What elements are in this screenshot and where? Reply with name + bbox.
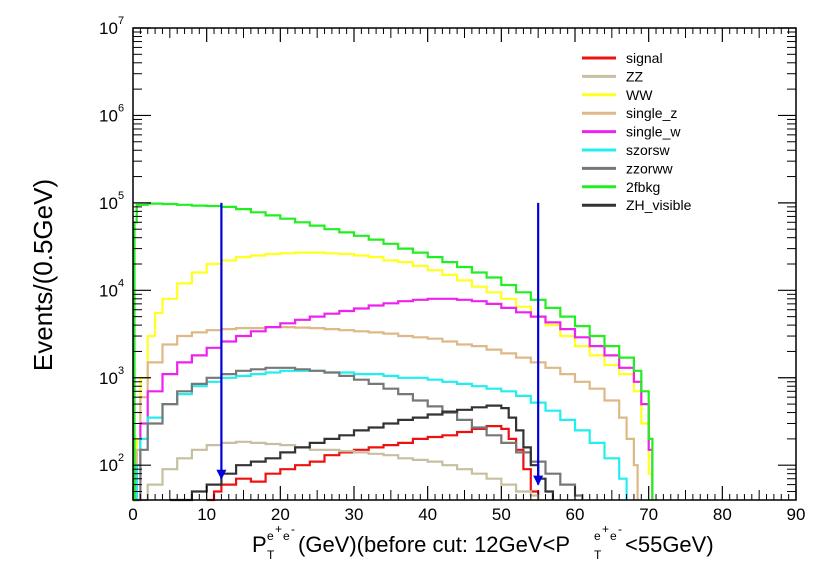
cut-arrow-head-2 (533, 475, 544, 486)
x-label-p2: (GeV)(before cut: 12GeV<P (298, 532, 570, 557)
x-tick-label: 50 (492, 505, 511, 524)
x-tick-label: 90 (787, 505, 806, 524)
legend-label: szorsw (626, 142, 670, 158)
x-label-sup-4: - (291, 522, 295, 536)
y-tick-label-exp: 6 (118, 102, 124, 114)
cut-arrow-head-1 (216, 469, 227, 480)
series-2fbkg (133, 202, 654, 502)
legend-label: single_w (626, 124, 681, 140)
x-label-p1: P (252, 532, 267, 557)
y-tick-label-exp: 2 (118, 452, 124, 464)
series-single-w (133, 297, 654, 502)
x-tick-label: 80 (713, 505, 732, 524)
x-tick-label: 10 (197, 505, 216, 524)
y-axis-label: Events/(0.5GeV) (28, 179, 58, 371)
y-tick-label-base: 10 (99, 369, 118, 388)
y-tick-label-exp: 4 (118, 277, 124, 289)
x-label-sup-2: + (275, 522, 282, 536)
legend-label: ZZ (626, 68, 644, 84)
legend-label: ZH_visible (626, 197, 692, 213)
x-label-p3: <55GeV) (625, 532, 714, 557)
x-tick-label: 70 (639, 505, 658, 524)
x-label-sup-1: e (267, 529, 274, 543)
series-zz (133, 440, 540, 502)
legend-label: WW (626, 87, 653, 103)
x-label-sup-8: - (618, 522, 622, 536)
series-single-z (133, 326, 639, 502)
x-axis-label: P e + e - T (GeV)(before cut: 12GeV<P e … (252, 522, 714, 562)
y-tick-label-exp: 3 (118, 365, 124, 377)
y-tick-label-base: 10 (99, 456, 118, 475)
x-label-sub: T (267, 548, 275, 562)
x-tick-label: 30 (345, 505, 364, 524)
legend-label: 2fbkg (626, 179, 660, 195)
y-tick-label-base: 10 (99, 194, 118, 213)
x-label-sup-3: e (283, 529, 290, 543)
series-szorsw (133, 369, 628, 502)
y-tick-label-base: 10 (99, 281, 118, 300)
legend-label: signal (626, 50, 663, 66)
x-tick-label: 0 (128, 505, 137, 524)
x-tick-label: 40 (418, 505, 437, 524)
x-tick-label: 20 (271, 505, 290, 524)
y-tick-label-base: 10 (99, 106, 118, 125)
y-tick-label-base: 10 (99, 19, 118, 38)
series-zh-visible (169, 404, 554, 502)
legend-label: single_z (626, 105, 677, 121)
x-label-sub-2: T (594, 548, 602, 562)
x-label-sup-6: + (602, 522, 609, 536)
y-tick-label-exp: 7 (118, 15, 124, 27)
x-label-sup-5: e (594, 529, 601, 543)
series-ww (133, 251, 654, 502)
x-tick-label: 60 (566, 505, 585, 524)
x-axis-ticks: 0 10 20 30 40 50 60 70 80 90 (128, 28, 805, 524)
legend-label: zzorww (626, 160, 674, 176)
x-label-sup-7: e (610, 529, 617, 543)
y-tick-label-exp: 5 (118, 190, 124, 202)
cut-arrows (216, 202, 544, 486)
series-signal (206, 425, 540, 502)
series-zzorww (133, 366, 584, 502)
series-layer (133, 202, 654, 502)
